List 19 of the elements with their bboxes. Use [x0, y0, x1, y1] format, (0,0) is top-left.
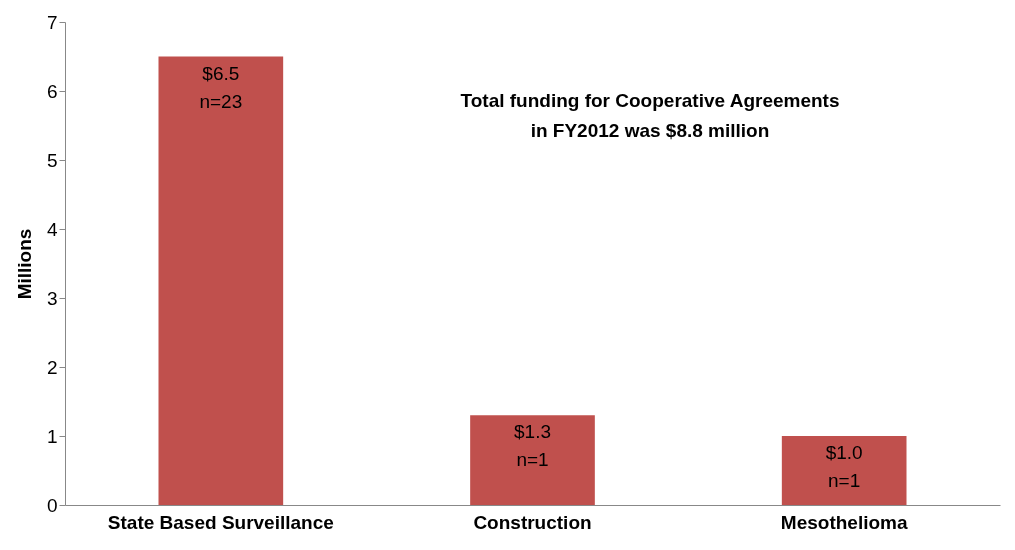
- bar: [470, 415, 595, 505]
- bar: [158, 56, 284, 505]
- data-label: $1.3 n=1: [514, 421, 551, 471]
- y-tick-label: 0: [46, 494, 58, 516]
- data-label: $6.5 n=23: [199, 62, 243, 112]
- x-tick-label: Mesothelioma: [780, 511, 908, 533]
- y-tick-label: 6: [46, 80, 58, 102]
- y-tick-label: 4: [46, 218, 58, 240]
- x-tick-label: Construction: [473, 511, 592, 533]
- y-tick-label: 7: [46, 11, 58, 33]
- y-tick-label: 5: [46, 149, 58, 171]
- y-tick-label: 3: [46, 287, 58, 309]
- x-tick-label: State Based Surveillance: [107, 511, 334, 533]
- y-axis-title: Millions: [13, 228, 35, 300]
- y-tick-label: 1: [46, 425, 58, 447]
- y-tick-label: 2: [46, 356, 58, 378]
- annotation: Total funding for Cooperative Agreements in FY2012 was $8.8 million: [460, 90, 840, 141]
- bar: [781, 436, 907, 505]
- data-label: $1.0 n=1: [825, 442, 863, 491]
